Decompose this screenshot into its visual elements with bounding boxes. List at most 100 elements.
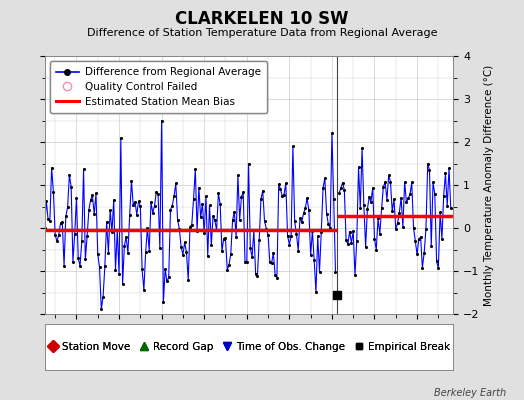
Point — [234, 172, 242, 178]
Point — [172, 180, 180, 186]
Point — [67, 184, 75, 190]
Point — [312, 289, 320, 296]
Point — [145, 248, 154, 254]
Point — [218, 248, 226, 254]
Point — [175, 226, 183, 232]
Point — [65, 172, 73, 178]
Point — [168, 202, 177, 209]
Point — [225, 262, 233, 268]
Point — [388, 208, 397, 214]
Point — [243, 258, 251, 265]
Point — [409, 224, 418, 231]
Point — [46, 218, 54, 224]
Point — [86, 197, 95, 203]
Point — [374, 215, 382, 222]
Point — [404, 195, 412, 202]
Point — [304, 207, 313, 214]
Point — [216, 201, 224, 207]
Point — [267, 260, 276, 266]
Point — [191, 166, 200, 173]
Point — [362, 244, 370, 250]
Point — [157, 117, 166, 124]
Point — [322, 210, 331, 217]
Point — [281, 180, 290, 187]
Point — [335, 190, 343, 196]
Point — [138, 266, 146, 273]
Point — [290, 218, 299, 225]
Point — [97, 306, 105, 312]
Point — [156, 245, 164, 251]
Point — [443, 203, 451, 209]
Point — [406, 191, 414, 198]
Point — [196, 214, 205, 221]
Point — [411, 238, 420, 244]
Point — [422, 226, 430, 232]
Point — [220, 235, 228, 242]
Point — [79, 166, 88, 172]
Point — [431, 191, 439, 198]
Point — [69, 258, 77, 265]
Point — [99, 294, 107, 300]
Point — [370, 235, 379, 242]
Point — [177, 244, 185, 250]
Point — [235, 216, 244, 223]
Point — [390, 196, 398, 202]
Point — [44, 216, 52, 222]
Point — [278, 193, 287, 199]
Point — [195, 184, 203, 191]
Point — [391, 226, 400, 233]
Legend: Difference from Regional Average, Quality Control Failed, Estimated Station Mean: Difference from Regional Average, Qualit… — [50, 61, 267, 113]
Point — [40, 224, 49, 231]
Point — [446, 205, 455, 211]
Point — [143, 225, 151, 231]
Point — [51, 232, 59, 238]
Point — [441, 170, 450, 177]
Point — [88, 192, 96, 198]
Point — [310, 257, 319, 264]
Point — [63, 204, 72, 210]
Point — [133, 212, 141, 218]
Point — [106, 206, 114, 213]
Point — [331, 268, 340, 275]
Point — [418, 264, 427, 271]
Point — [147, 199, 155, 206]
Point — [110, 196, 118, 203]
Text: Berkeley Earth: Berkeley Earth — [433, 388, 506, 398]
Point — [315, 269, 324, 275]
Point — [200, 230, 209, 236]
Point — [76, 263, 84, 269]
Point — [347, 240, 356, 246]
Point — [321, 175, 329, 181]
Point — [239, 189, 247, 196]
Point — [260, 218, 269, 224]
Point — [173, 216, 182, 223]
Point — [48, 165, 56, 171]
Point — [54, 232, 63, 238]
Point — [402, 199, 411, 205]
Point — [90, 211, 99, 218]
Point — [131, 199, 139, 205]
Point — [359, 202, 368, 209]
Point — [101, 263, 109, 270]
Point — [434, 265, 443, 271]
Point — [150, 203, 159, 209]
Point — [339, 180, 347, 186]
Point — [223, 266, 232, 273]
Point — [257, 196, 265, 202]
Point — [212, 227, 221, 234]
Point — [266, 259, 274, 265]
Point — [385, 172, 393, 179]
Point — [324, 221, 333, 227]
Point — [71, 231, 79, 237]
Point — [120, 243, 128, 249]
Point — [161, 266, 169, 272]
Point — [117, 134, 125, 141]
Point — [272, 274, 281, 281]
Point — [363, 206, 372, 212]
Point — [330, 196, 338, 202]
Point — [351, 272, 359, 278]
Point — [308, 228, 316, 234]
Point — [209, 213, 217, 220]
Point — [170, 193, 178, 200]
Point — [180, 239, 189, 246]
